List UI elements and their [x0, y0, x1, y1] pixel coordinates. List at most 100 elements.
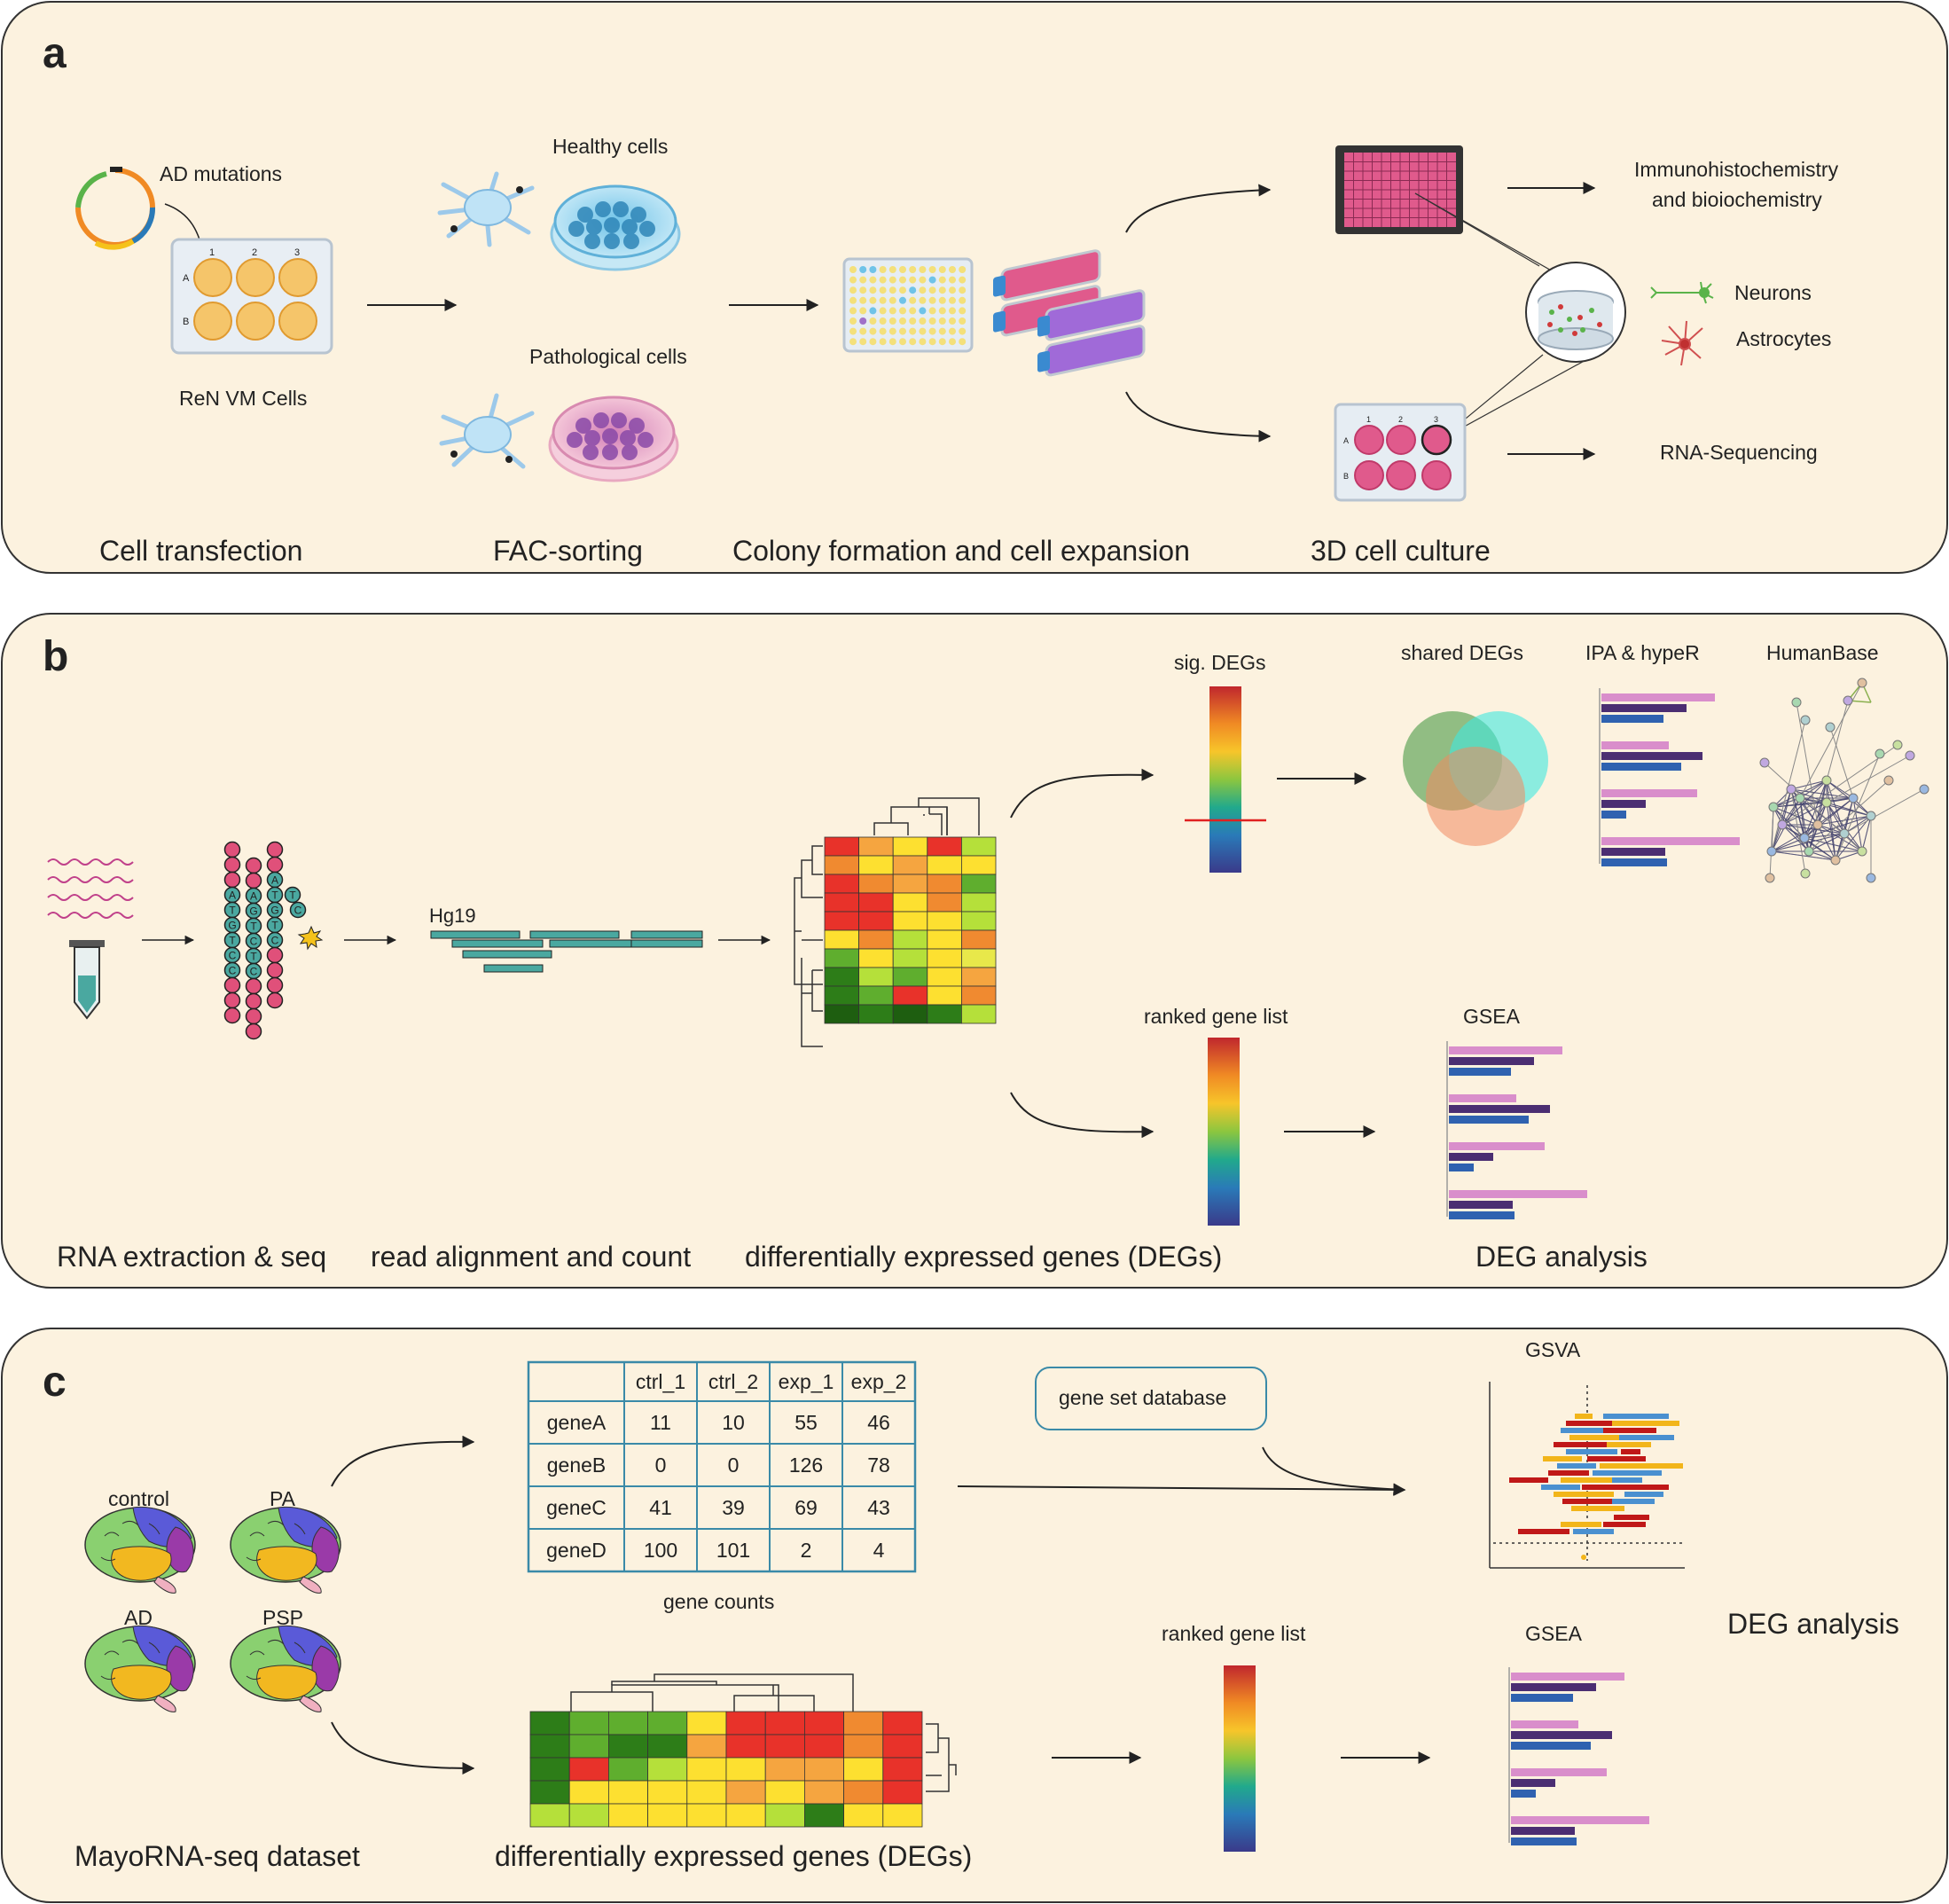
humanbase-label: HumanBase: [1766, 641, 1879, 664]
plate-well: [928, 276, 936, 284]
gsva-bar: [1619, 1435, 1674, 1440]
bead: [266, 856, 284, 874]
heatmap-cell: [858, 855, 894, 875]
heatmap-cell: [892, 836, 928, 857]
svg-text:A: A: [1343, 436, 1349, 445]
plate-well: [888, 307, 896, 315]
base-letter: T: [250, 951, 257, 963]
deg-heatmap-b: [824, 836, 997, 1024]
base-letter: T: [229, 905, 236, 917]
network-node: [1799, 833, 1810, 843]
bar: [1601, 837, 1740, 845]
plate-well: [888, 286, 896, 294]
plate-well: [869, 286, 877, 294]
heatmap-cell: [686, 1780, 727, 1805]
panel-a-letter: a: [43, 30, 67, 77]
plate-well: [859, 296, 867, 304]
heatmap-cell: [961, 929, 997, 950]
rna-strands-icon: [47, 858, 134, 919]
network-node: [1905, 750, 1915, 761]
heatmap-cell: [927, 911, 962, 931]
plate-well: [879, 338, 887, 346]
heatmap-cell: [892, 929, 928, 950]
base-letter: G: [270, 905, 278, 917]
heatmap-cell: [927, 929, 962, 950]
plate-well: [919, 266, 927, 273]
gsea-label-b: GSEA: [1463, 1005, 1521, 1028]
bar: [1601, 704, 1687, 712]
heatmap-cell: [824, 1004, 859, 1024]
base-letter: T: [271, 889, 278, 902]
svg-text:1: 1: [1366, 415, 1371, 424]
heatmap-cell: [892, 892, 928, 913]
table-cell: geneA: [547, 1411, 607, 1434]
heatmap-cell: [961, 892, 997, 913]
heatmap-cell: [686, 1711, 727, 1736]
heatmap-cell: [858, 1004, 894, 1024]
gsva-bar: [1612, 1499, 1655, 1504]
step-rna-extraction: RNA extraction & seq: [57, 1241, 326, 1273]
heatmap-cell: [529, 1734, 570, 1759]
plate-well: [919, 317, 927, 325]
network-node: [1825, 722, 1836, 733]
heatmap-cell: [858, 836, 894, 857]
network-node: [1795, 793, 1805, 803]
base-letter: A: [229, 889, 236, 902]
gene-counts-label: gene counts: [663, 1590, 774, 1613]
bead: [223, 841, 241, 858]
heatmap-cell: [843, 1757, 884, 1782]
bar: [1449, 1105, 1550, 1113]
bead: [245, 872, 262, 889]
bead: [284, 886, 301, 904]
network-node: [1791, 697, 1802, 708]
network-node: [1777, 819, 1788, 830]
plate-well: [928, 338, 936, 346]
shared-degs-label: shared DEGs: [1401, 641, 1523, 664]
network-node: [1883, 775, 1894, 786]
network-node: [1830, 855, 1841, 866]
rna-sequencing-label: RNA-Sequencing: [1660, 441, 1818, 464]
bar: [1511, 1731, 1612, 1739]
table-cell: 126: [789, 1453, 823, 1477]
bead: [223, 856, 241, 874]
heatmap-cell: [686, 1803, 727, 1828]
heatmap-cell: [961, 985, 997, 1006]
base-letter: C: [294, 905, 302, 917]
plasmid-icon: [75, 167, 156, 250]
heatmap-cell: [892, 985, 928, 1006]
svg-text:A: A: [183, 273, 190, 284]
table-cell: 39: [722, 1496, 745, 1519]
table-cell: 46: [867, 1411, 890, 1434]
bar: [1601, 752, 1702, 760]
heatmap-cell: [961, 967, 997, 987]
sig-degs-label: sig. DEGs: [1174, 651, 1266, 674]
table-cell: 101: [716, 1539, 750, 1562]
plate-well: [869, 296, 877, 304]
network-node: [1765, 873, 1775, 883]
gsva-label: GSVA: [1525, 1338, 1581, 1361]
plate-well: [859, 266, 867, 273]
heatmap-cell: [529, 1780, 570, 1805]
heatmap-cell: [608, 1757, 649, 1782]
plate-well: [859, 307, 867, 315]
network-node: [1786, 784, 1796, 795]
network-node: [1857, 846, 1867, 857]
bar: [1601, 800, 1646, 808]
bead: [245, 1007, 262, 1025]
heatmap-cell: [892, 1004, 928, 1024]
network-node: [1866, 873, 1876, 883]
bead: [266, 841, 284, 858]
table-header-cell: ctrl_1: [636, 1370, 685, 1393]
bar: [1511, 1779, 1555, 1787]
bar: [1601, 789, 1697, 797]
heatmap-cell: [927, 874, 962, 894]
bead: [266, 961, 284, 979]
bead: [245, 1023, 262, 1040]
plate-well: [888, 317, 896, 325]
plate-well: [938, 338, 946, 346]
gsva-bar: [1607, 1442, 1651, 1447]
gsva-bar: [1554, 1442, 1616, 1447]
bead: [266, 946, 284, 964]
base-letter: C: [229, 950, 237, 962]
